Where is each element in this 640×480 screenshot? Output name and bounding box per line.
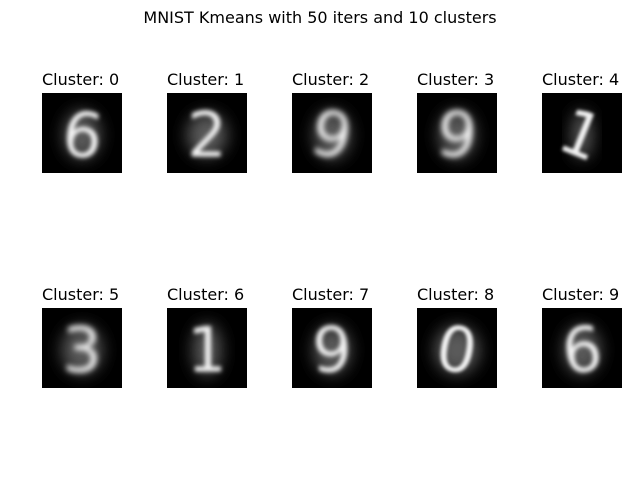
cluster-title-5: Cluster: 5 (42, 285, 120, 304)
cluster-title-1: Cluster: 1 (167, 70, 245, 89)
cluster-centroid-image-1: 2 (167, 93, 247, 173)
cluster-title-4: Cluster: 4 (542, 70, 620, 89)
cluster-centroid-digit-7: 9 (312, 314, 351, 387)
cluster-centroid-image-9: 6 (542, 308, 622, 388)
cluster-centroid-image-0: 6 (42, 93, 122, 173)
cluster-title-2: Cluster: 2 (292, 70, 370, 89)
cluster-centroid-image-8: 0 (417, 308, 497, 388)
cluster-title-7: Cluster: 7 (292, 285, 370, 304)
cluster-centroid-image-5: 3 (42, 308, 122, 388)
cluster-centroid-digit-6: 1 (187, 314, 226, 387)
cluster-centroid-digit-4: 1 (549, 94, 613, 173)
cluster-centroid-image-3: 9 (417, 93, 497, 173)
cluster-title-9: Cluster: 9 (542, 285, 620, 304)
cluster-centroid-digit-1: 2 (187, 99, 226, 172)
cluster-centroid-image-6: 1 (167, 308, 247, 388)
cluster-centroid-digit-2: 9 (305, 95, 359, 173)
cluster-title-8: Cluster: 8 (417, 285, 495, 304)
figure-title: MNIST Kmeans with 50 iters and 10 cluste… (143, 8, 497, 27)
cluster-centroid-image-4: 1 (542, 93, 622, 173)
cluster-title-0: Cluster: 0 (42, 70, 120, 89)
cluster-centroid-digit-0: 6 (58, 96, 107, 173)
cluster-centroid-image-7: 9 (292, 308, 372, 388)
cluster-centroid-digit-8: 0 (431, 311, 483, 388)
cluster-title-6: Cluster: 6 (167, 285, 245, 304)
cluster-centroid-digit-5: 3 (62, 314, 101, 387)
cluster-centroid-image-2: 9 (292, 93, 372, 173)
cluster-title-3: Cluster: 3 (417, 70, 495, 89)
cluster-centroid-digit-9: 6 (559, 312, 606, 388)
cluster-centroid-digit-3: 9 (433, 97, 480, 173)
